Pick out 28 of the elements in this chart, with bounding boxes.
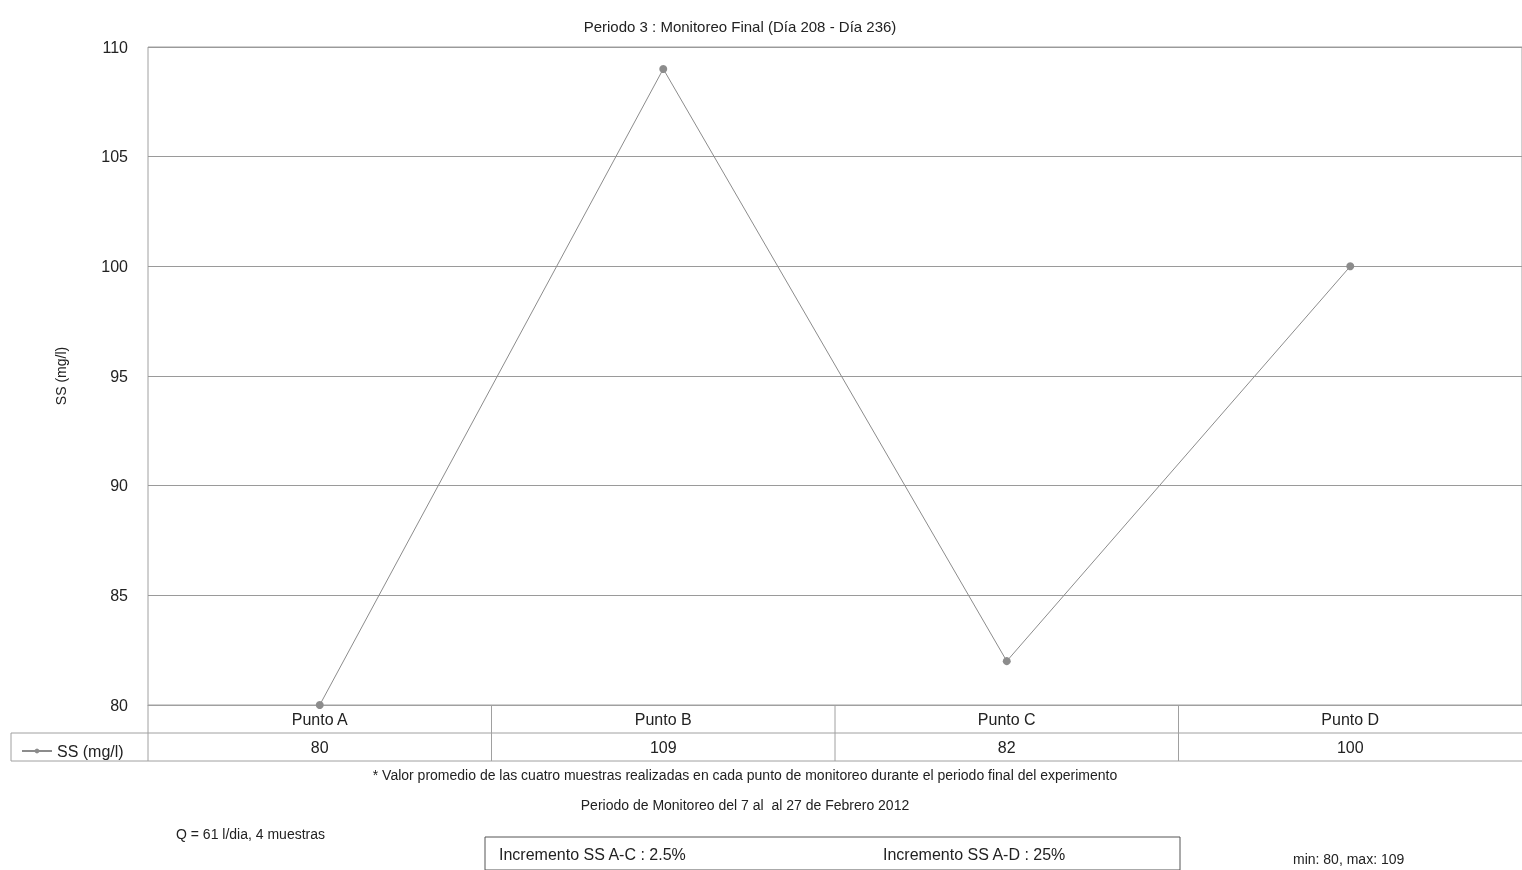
y-tick-label: 80 [110,696,129,714]
text: Incremento SS A-D : 25% [883,845,1066,863]
x-tick-label: Punto C [977,710,1036,728]
y-axis-title: SS (mg/l) [53,346,69,406]
legend-label: SS (mg/l) [57,742,124,760]
chart-title: Periodo 3 : Monitoreo Final (Día 208 - Día 236) [583,18,897,35]
data-label: 82 [997,738,1016,756]
y-tick-label: 95 [110,367,129,385]
y-tick-label: 90 [110,477,129,495]
text: Periodo de Monitoreo del 7 al al 27 de Febrero 2012 [580,797,910,813]
data-label: 109 [649,738,677,756]
x-tick-label: Punto B [634,710,692,728]
data-label: 100 [1336,738,1364,756]
data-label: 80 [310,738,329,756]
text: * Valor promedio de las cuatro muestras realizadas en cada punto de monitoreo durante el periodo final del experimento [372,767,1118,783]
point [1346,262,1355,271]
x-tick-label: Punto A [291,710,349,728]
text: Q = 61 l/dia, 4 muestras [176,826,326,842]
y-tick-label: 85 [110,586,129,604]
point [315,701,324,709]
point [1002,657,1011,666]
y-tick-label: 100 [101,257,129,275]
y-tick-label: 105 [101,148,129,166]
x-tick-label: Punto D [1321,710,1380,728]
text: min: 80, max: 109 [1293,851,1405,867]
point [659,64,668,73]
text: Incremento SS A-C : 2.5% [499,845,686,863]
y-tick-label: 110 [102,38,129,56]
